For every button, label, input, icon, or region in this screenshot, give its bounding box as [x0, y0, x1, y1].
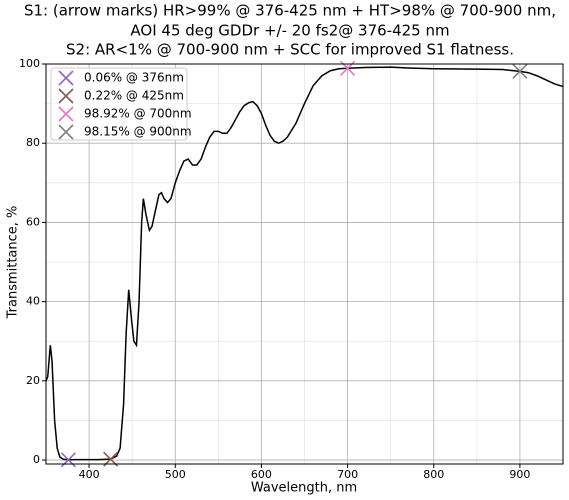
legend-marker — [58, 106, 74, 122]
x-tick-label: 700 — [337, 468, 358, 481]
y-tick-label: 40 — [26, 295, 40, 308]
x-tick-label: 600 — [251, 468, 272, 481]
x-tick-label: 900 — [509, 468, 530, 481]
legend-marker — [58, 124, 74, 140]
legend-label: 98.15% @ 900nm — [84, 125, 192, 139]
x-tick-label: 500 — [165, 468, 186, 481]
x-axis-label: Wavelength, nm — [251, 481, 357, 496]
legend-label: 98.92% @ 700nm — [84, 107, 192, 121]
y-tick-label: 20 — [26, 374, 40, 387]
legend-box — [50, 67, 188, 141]
legend-marker — [58, 88, 74, 104]
y-tick-label: 60 — [26, 215, 40, 228]
plot-frame — [45, 63, 564, 465]
y-axis-label: Transmittance, % — [6, 206, 21, 320]
marker — [512, 63, 528, 79]
legend-label: 0.22% @ 425nm — [84, 89, 184, 103]
chart-title: AOI 45 deg GDDr +/- 20 fs2@ 376-425 nm — [130, 22, 449, 40]
line — [46, 66, 563, 461]
y-tick-label: 80 — [26, 136, 40, 149]
chart-title: S2: AR<1% @ 700-900 nm + SCC for improve… — [66, 41, 514, 59]
x-tick-label: 800 — [423, 468, 444, 481]
x-tick-label: 400 — [79, 468, 100, 481]
chart-title: S1: (arrow marks) HR>99% @ 376-425 nm + … — [24, 2, 556, 20]
y-tick-label: 100 — [19, 57, 40, 70]
legend-marker — [58, 70, 74, 86]
y-tick-label: 0 — [33, 453, 40, 466]
legend-label: 0.06% @ 376nm — [84, 71, 184, 85]
